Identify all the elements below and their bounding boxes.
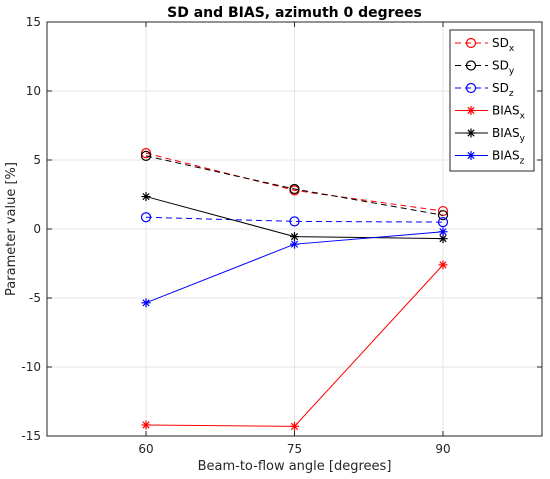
legend-label: BIASz bbox=[492, 149, 525, 167]
legend-label: BIASy bbox=[492, 126, 526, 144]
data-point bbox=[141, 192, 151, 202]
data-point bbox=[141, 420, 151, 430]
legend-label-base: SD bbox=[492, 81, 509, 95]
data-point bbox=[438, 260, 448, 270]
legend-label-sub: x bbox=[520, 112, 526, 122]
legend-box bbox=[449, 29, 535, 172]
legend-label-base: BIAS bbox=[492, 149, 520, 163]
y-tick-label: -15 bbox=[21, 429, 41, 443]
legend-label-sub: y bbox=[520, 134, 526, 144]
legend-label-base: BIAS bbox=[492, 126, 520, 140]
legend-item: SDy bbox=[455, 59, 515, 77]
legend-marker bbox=[465, 37, 477, 49]
data-point bbox=[290, 239, 299, 249]
data-point bbox=[290, 421, 299, 431]
x-tick-label: 75 bbox=[287, 442, 302, 456]
series-line bbox=[145, 155, 444, 216]
y-tick-label: -5 bbox=[29, 291, 41, 305]
legend-label: BIASx bbox=[492, 104, 526, 122]
series-bias-z bbox=[141, 227, 448, 308]
data-point bbox=[140, 212, 152, 223]
legend-label-sub: z bbox=[509, 89, 514, 99]
legend-item: BIASy bbox=[455, 126, 526, 144]
legend-label: SDy bbox=[492, 59, 515, 77]
y-tick-label: 5 bbox=[33, 153, 41, 167]
y-axis-label: Parameter value [%] bbox=[4, 162, 19, 296]
legend-label: SDx bbox=[492, 36, 515, 54]
legend-item: BIASz bbox=[455, 149, 525, 167]
legend-marker bbox=[465, 60, 477, 71]
legend-item: BIASx bbox=[455, 104, 526, 122]
series-line bbox=[145, 152, 444, 212]
x-axis-label: Beam-to-flow angle [degrees] bbox=[198, 459, 392, 474]
series-bias-y bbox=[141, 192, 448, 244]
axis-ticks: 60 75 90 -15 -10 -5 0 5 10 15 bbox=[21, 15, 542, 456]
series-layer bbox=[140, 148, 449, 431]
series-sd-z bbox=[140, 212, 449, 228]
legend-item: SDz bbox=[455, 81, 514, 99]
chart-title: SD and BIAS, azimuth 0 degrees bbox=[167, 5, 422, 21]
y-tick-label: 10 bbox=[26, 84, 41, 98]
data-point bbox=[289, 216, 300, 227]
data-point bbox=[140, 148, 152, 159]
y-tick-label: 0 bbox=[33, 222, 41, 236]
data-point bbox=[437, 210, 449, 221]
legend-label-sub: x bbox=[509, 44, 515, 54]
legend-label-sub: z bbox=[520, 157, 525, 167]
legend-label-base: SD bbox=[492, 59, 509, 73]
legend-marker bbox=[466, 128, 476, 138]
y-tick-label: 15 bbox=[26, 15, 41, 29]
data-point bbox=[437, 205, 449, 217]
legend-label-base: SD bbox=[492, 36, 509, 50]
data-point bbox=[140, 150, 152, 161]
legend-label: SDz bbox=[492, 81, 514, 99]
series-bias-x bbox=[141, 260, 448, 431]
legend-label-base: BIAS bbox=[492, 104, 520, 118]
legend-item: SDx bbox=[455, 36, 515, 54]
x-tick-label: 90 bbox=[435, 442, 450, 456]
y-tick-label: -10 bbox=[21, 360, 41, 374]
legend-marker bbox=[465, 82, 477, 94]
data-point bbox=[438, 227, 448, 237]
legend-marker bbox=[466, 151, 476, 160]
data-point bbox=[289, 183, 300, 195]
x-tick-label: 60 bbox=[138, 442, 153, 456]
legend-label-sub: y bbox=[509, 67, 515, 77]
data-point bbox=[290, 232, 299, 242]
data-point bbox=[437, 217, 449, 228]
series-sd-y bbox=[140, 150, 449, 221]
legend-marker bbox=[466, 106, 476, 115]
data-point bbox=[141, 298, 151, 308]
